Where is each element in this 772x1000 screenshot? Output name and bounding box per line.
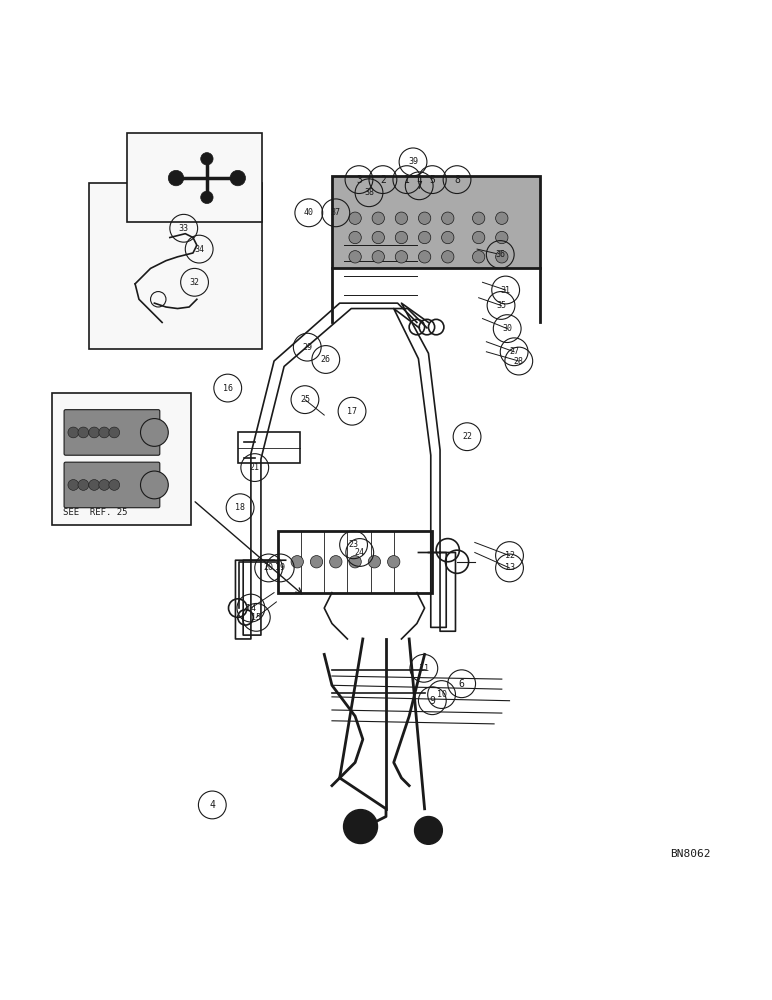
Text: SEE  REF. 25: SEE REF. 25 (63, 508, 128, 517)
Text: 17: 17 (347, 407, 357, 416)
Circle shape (395, 212, 408, 224)
Text: 25: 25 (300, 395, 310, 404)
Circle shape (78, 427, 89, 438)
Bar (52, 393, 191, 525)
Text: 6: 6 (459, 679, 465, 689)
Circle shape (141, 419, 168, 446)
Text: 18: 18 (235, 503, 245, 512)
Circle shape (349, 231, 361, 244)
Text: 29: 29 (303, 343, 312, 352)
Text: 28: 28 (514, 357, 523, 366)
Circle shape (141, 471, 168, 499)
Text: 19: 19 (276, 563, 285, 572)
Text: 36: 36 (496, 250, 505, 259)
Circle shape (372, 231, 384, 244)
Circle shape (68, 427, 79, 438)
Circle shape (89, 427, 100, 438)
Circle shape (349, 556, 361, 568)
Circle shape (442, 231, 454, 244)
Text: 21: 21 (250, 463, 259, 472)
Circle shape (349, 251, 361, 263)
Circle shape (372, 212, 384, 224)
Circle shape (472, 231, 485, 244)
Text: 3: 3 (356, 175, 362, 185)
Text: 1: 1 (404, 175, 410, 185)
Text: 12: 12 (505, 551, 514, 560)
Text: 34: 34 (195, 245, 204, 254)
Circle shape (395, 231, 408, 244)
Text: 15: 15 (252, 613, 261, 622)
Text: 24: 24 (355, 548, 364, 557)
Text: 39: 39 (408, 157, 418, 166)
Circle shape (395, 251, 408, 263)
Bar (89, 183, 262, 349)
Text: 9: 9 (429, 696, 435, 706)
Circle shape (496, 251, 508, 263)
Circle shape (418, 212, 431, 224)
Circle shape (230, 170, 245, 186)
Circle shape (415, 817, 442, 844)
Circle shape (496, 212, 508, 224)
Text: 20: 20 (264, 563, 273, 572)
Circle shape (78, 480, 89, 490)
Circle shape (472, 251, 485, 263)
Text: 35: 35 (496, 301, 506, 310)
Bar (278, 531, 432, 593)
Circle shape (372, 251, 384, 263)
Text: 26: 26 (321, 355, 330, 364)
Text: 11: 11 (419, 664, 428, 673)
Circle shape (368, 556, 381, 568)
Text: 22: 22 (462, 432, 472, 441)
Text: 33: 33 (179, 224, 188, 233)
Text: 32: 32 (190, 278, 199, 287)
Text: 30: 30 (503, 324, 512, 333)
Circle shape (442, 251, 454, 263)
FancyBboxPatch shape (64, 462, 160, 508)
Text: 14: 14 (246, 604, 256, 613)
Bar (127, 133, 262, 222)
Text: 38: 38 (364, 188, 374, 197)
Text: 5: 5 (429, 175, 435, 185)
Circle shape (109, 480, 120, 490)
Text: 40: 40 (304, 208, 313, 217)
Circle shape (442, 212, 454, 224)
Circle shape (388, 556, 400, 568)
Circle shape (344, 810, 378, 844)
Bar (238, 432, 300, 463)
Text: 2: 2 (380, 175, 386, 185)
Circle shape (201, 153, 213, 165)
Text: 31: 31 (501, 286, 510, 295)
Text: 8: 8 (454, 175, 460, 185)
Circle shape (109, 427, 120, 438)
Circle shape (99, 480, 110, 490)
Text: 37: 37 (331, 208, 340, 217)
Text: 16: 16 (223, 384, 232, 393)
Bar (332, 176, 540, 268)
Circle shape (349, 212, 361, 224)
Circle shape (496, 231, 508, 244)
Circle shape (472, 212, 485, 224)
Text: 23: 23 (349, 540, 358, 549)
Circle shape (418, 231, 431, 244)
Text: 4: 4 (209, 800, 215, 810)
FancyBboxPatch shape (64, 410, 160, 455)
Circle shape (291, 556, 303, 568)
Text: 13: 13 (505, 563, 514, 572)
Circle shape (89, 480, 100, 490)
Text: 27: 27 (510, 347, 519, 356)
Circle shape (330, 556, 342, 568)
Text: 10: 10 (437, 690, 446, 699)
Circle shape (201, 191, 213, 204)
Circle shape (68, 480, 79, 490)
Circle shape (99, 427, 110, 438)
Circle shape (418, 251, 431, 263)
Text: 7: 7 (416, 181, 422, 191)
Circle shape (168, 170, 184, 186)
Text: BN8062: BN8062 (670, 849, 710, 859)
Circle shape (310, 556, 323, 568)
